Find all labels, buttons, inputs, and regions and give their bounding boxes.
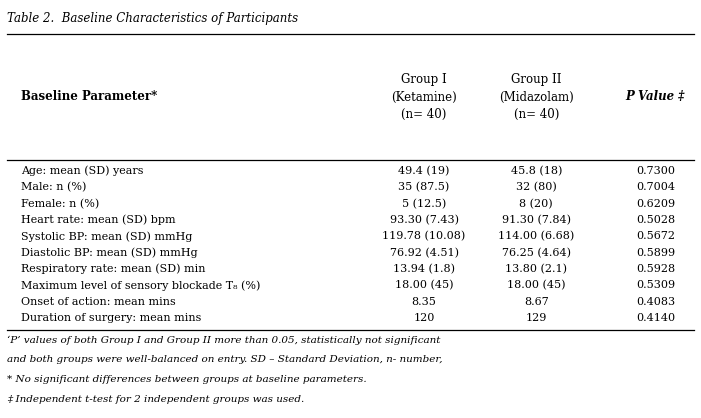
Text: Maximum level of sensory blockade T₈ (%): Maximum level of sensory blockade T₈ (%): [21, 280, 260, 291]
Text: 129: 129: [526, 313, 547, 323]
Text: 8.67: 8.67: [524, 297, 549, 306]
Text: P Value ‡: P Value ‡: [626, 90, 685, 104]
Text: Diastolic BP: mean (SD) mmHg: Diastolic BP: mean (SD) mmHg: [21, 247, 198, 258]
Text: 76.92 (4.51): 76.92 (4.51): [390, 247, 458, 258]
Text: Respiratory rate: mean (SD) min: Respiratory rate: mean (SD) min: [21, 264, 205, 274]
Text: Systolic BP: mean (SD) mmHg: Systolic BP: mean (SD) mmHg: [21, 231, 192, 242]
Text: 0.5899: 0.5899: [636, 248, 675, 257]
Text: 93.30 (7.43): 93.30 (7.43): [390, 215, 458, 225]
Text: Heart rate: mean (SD) bpm: Heart rate: mean (SD) bpm: [21, 215, 176, 225]
Text: 13.80 (2.1): 13.80 (2.1): [505, 264, 567, 274]
Text: 18.00 (45): 18.00 (45): [395, 280, 454, 291]
Text: 0.5309: 0.5309: [636, 280, 675, 290]
Text: 0.7300: 0.7300: [636, 166, 675, 176]
Text: 5 (12.5): 5 (12.5): [402, 199, 447, 209]
Text: 0.5028: 0.5028: [636, 215, 675, 225]
Text: 49.4 (19): 49.4 (19): [398, 166, 450, 176]
Text: 0.4140: 0.4140: [636, 313, 675, 323]
Text: 91.30 (7.84): 91.30 (7.84): [502, 215, 571, 225]
Text: Group I
(Ketamine)
(n= 40): Group I (Ketamine) (n= 40): [391, 74, 457, 120]
Text: 13.94 (1.8): 13.94 (1.8): [393, 264, 455, 274]
Text: Group II
(Midazolam)
(n= 40): Group II (Midazolam) (n= 40): [499, 74, 573, 120]
Text: 0.5672: 0.5672: [636, 232, 675, 241]
Text: ‘P’ values of both Group I and Group II more than 0.05, statistically not signif: ‘P’ values of both Group I and Group II …: [7, 335, 440, 344]
Text: 8.35: 8.35: [411, 297, 437, 306]
Text: 76.25 (4.64): 76.25 (4.64): [502, 247, 571, 258]
Text: * No significant differences between groups at baseline parameters.: * No significant differences between gro…: [7, 375, 367, 385]
Text: 8 (20): 8 (20): [519, 199, 553, 209]
Text: Baseline Parameter*: Baseline Parameter*: [21, 90, 157, 104]
Text: Age: mean (SD) years: Age: mean (SD) years: [21, 166, 144, 176]
Text: 32 (80): 32 (80): [516, 182, 557, 193]
Text: 119.78 (10.08): 119.78 (10.08): [383, 231, 465, 242]
Text: 0.5928: 0.5928: [636, 264, 675, 274]
Text: Male: n (%): Male: n (%): [21, 182, 86, 193]
Text: 114.00 (6.68): 114.00 (6.68): [498, 231, 574, 242]
Text: 45.8 (18): 45.8 (18): [510, 166, 562, 176]
Text: 18.00 (45): 18.00 (45): [507, 280, 566, 291]
Text: Table 2.  Baseline Characteristics of Participants: Table 2. Baseline Characteristics of Par…: [7, 12, 298, 25]
Text: 0.6209: 0.6209: [636, 199, 675, 209]
Text: 120: 120: [414, 313, 435, 323]
Text: ‡ Independent t-test for 2 independent groups was used.: ‡ Independent t-test for 2 independent g…: [7, 395, 304, 405]
Text: 35 (87.5): 35 (87.5): [398, 182, 450, 193]
Text: Duration of surgery: mean mins: Duration of surgery: mean mins: [21, 313, 201, 323]
Text: 0.4083: 0.4083: [636, 297, 675, 306]
Text: Onset of action: mean mins: Onset of action: mean mins: [21, 297, 176, 306]
Text: Female: n (%): Female: n (%): [21, 199, 100, 209]
Text: and both groups were well-balanced on entry. SD – Standard Deviation, n- number,: and both groups were well-balanced on en…: [7, 355, 442, 364]
Text: 0.7004: 0.7004: [636, 183, 675, 192]
